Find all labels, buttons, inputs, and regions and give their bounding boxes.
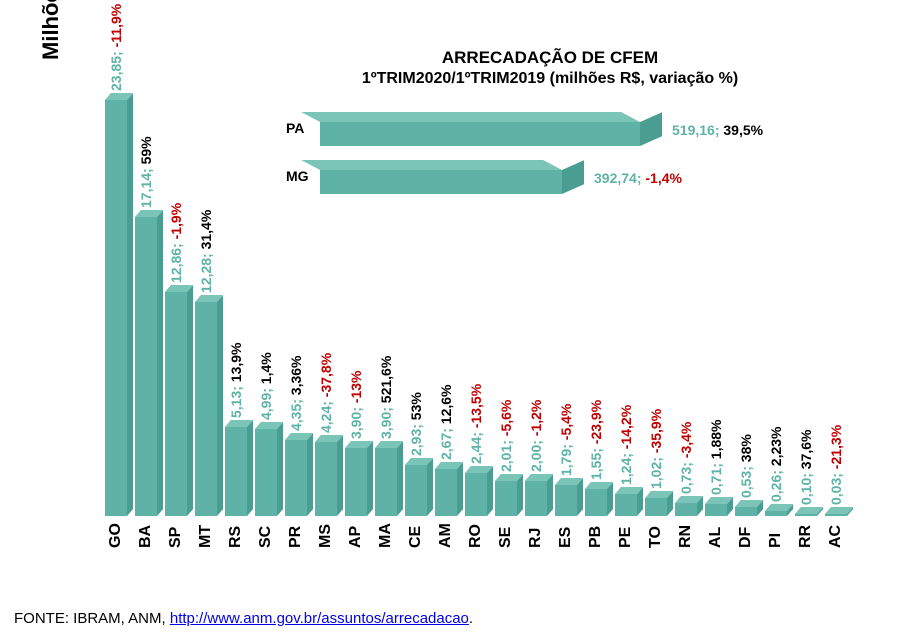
bar-ac bbox=[825, 507, 853, 516]
bar-to bbox=[645, 491, 673, 516]
bar-label-pi: 0,26; 2,23% bbox=[768, 427, 784, 503]
x-label-ap: AP bbox=[347, 526, 365, 548]
bar-label-mt: 12,28; 31,4% bbox=[198, 210, 214, 293]
bar-rr bbox=[795, 507, 823, 516]
bar-ap bbox=[345, 441, 373, 516]
bar-label-df: 0,53; 38% bbox=[738, 434, 754, 498]
source-suffix: . bbox=[469, 610, 473, 627]
x-label-ms: MS bbox=[317, 524, 335, 548]
x-label-mt: MT bbox=[197, 525, 215, 548]
x-label-es: ES bbox=[557, 527, 575, 548]
x-label-ce: CE bbox=[407, 526, 425, 548]
inset-value-pa: 519,16; 39,5% bbox=[672, 122, 763, 138]
bar-label-es: 1,79; -5,4% bbox=[558, 403, 574, 475]
x-label-sp: SP bbox=[167, 527, 185, 548]
bar-label-sp: 12,86; -1,9% bbox=[168, 203, 184, 283]
bar-label-ma: 3,90; 521,6% bbox=[378, 356, 394, 439]
inset-label-mg: MG bbox=[286, 168, 309, 184]
bar-mt bbox=[195, 295, 223, 516]
chart-container: Milhões ARRECADAÇÃO DE CFEM 1ºTRIM2020/1… bbox=[30, 20, 890, 580]
x-label-ro: RO bbox=[467, 524, 485, 548]
bar-ms bbox=[315, 435, 343, 516]
bar-label-ms: 4,24; -37,8% bbox=[318, 353, 334, 433]
bar-label-sc: 4,99; 1,4% bbox=[258, 352, 274, 420]
source-link[interactable]: http://www.anm.gov.br/assuntos/arrecadac… bbox=[170, 610, 469, 627]
bar-label-am: 2,67; 12,6% bbox=[438, 385, 454, 461]
source-prefix: FONTE: IBRAM, ANM, bbox=[14, 610, 170, 627]
bar-ce bbox=[405, 458, 433, 516]
bar-sc bbox=[255, 422, 283, 516]
bar-pr bbox=[285, 433, 313, 516]
x-label-rn: RN bbox=[677, 525, 695, 548]
x-label-al: AL bbox=[707, 527, 725, 548]
inset-chart: PA 519,16; 39,5% MG 392,74; -1,4% bbox=[286, 112, 796, 242]
x-label-df: DF bbox=[737, 527, 755, 548]
bar-pb bbox=[585, 482, 613, 516]
x-label-rr: RR bbox=[797, 525, 815, 548]
bar-label-to: 1,02; -35,9% bbox=[648, 409, 664, 489]
y-axis-label: Milhões bbox=[38, 0, 64, 60]
bar-am bbox=[435, 462, 463, 516]
bar-df bbox=[735, 500, 763, 516]
bar-pe bbox=[615, 487, 643, 516]
bar-sp bbox=[165, 285, 193, 516]
x-label-pb: PB bbox=[587, 526, 605, 548]
bar-label-se: 2,01; -5,6% bbox=[498, 400, 514, 472]
inset-bar-pa bbox=[320, 122, 640, 146]
title-line-1: ARRECADAÇÃO DE CFEM bbox=[290, 48, 810, 68]
bar-label-al: 0,71; 1,88% bbox=[708, 419, 724, 495]
bar-label-pe: 1,24; -14,2% bbox=[618, 405, 634, 485]
inset-bar-mg bbox=[320, 170, 562, 194]
bar-label-ac: 0,03; -21,3% bbox=[828, 425, 844, 505]
bar-label-pr: 4,35; 3,36% bbox=[288, 356, 304, 432]
bar-rn bbox=[675, 496, 703, 516]
bar-label-pb: 1,55; -23,9% bbox=[588, 400, 604, 480]
x-label-pe: PE bbox=[617, 527, 635, 548]
x-label-rj: RJ bbox=[527, 528, 545, 548]
bar-label-ce: 2,93; 53% bbox=[408, 392, 424, 456]
bar-pi bbox=[765, 504, 793, 516]
bar-ba bbox=[135, 210, 163, 516]
x-label-go: GO bbox=[107, 523, 125, 548]
bar-label-rs: 5,13; 13,9% bbox=[228, 342, 244, 418]
x-label-ba: BA bbox=[137, 525, 155, 548]
bar-ma bbox=[375, 441, 403, 516]
bar-label-rn: 0,73; -3,4% bbox=[678, 422, 694, 494]
bar-label-go: 23,85; -11,9% bbox=[108, 4, 124, 91]
bar-rs bbox=[225, 420, 253, 516]
bar-ro bbox=[465, 466, 493, 516]
x-label-ac: AC bbox=[827, 525, 845, 548]
source-text: FONTE: IBRAM, ANM, http://www.anm.gov.br… bbox=[14, 610, 473, 627]
bar-label-ap: 3,90; -13% bbox=[348, 370, 364, 439]
bar-label-ro: 2,44; -13,5% bbox=[468, 384, 484, 464]
bar-label-rr: 0,10; 37,6% bbox=[798, 429, 814, 505]
bar-label-rj: 2,00; -1,2% bbox=[528, 400, 544, 472]
x-label-se: SE bbox=[497, 527, 515, 548]
bar-go bbox=[105, 93, 133, 516]
x-label-sc: SC bbox=[257, 526, 275, 548]
bar-se bbox=[495, 474, 523, 516]
x-label-pr: PR bbox=[287, 526, 305, 548]
bar-al bbox=[705, 497, 733, 516]
bar-rj bbox=[525, 474, 553, 516]
x-label-rs: RS bbox=[227, 526, 245, 548]
inset-label-pa: PA bbox=[286, 120, 304, 136]
bar-es bbox=[555, 478, 583, 516]
bar-label-ba: 17,14; 59% bbox=[138, 136, 154, 208]
x-label-to: TO bbox=[647, 526, 665, 548]
x-label-pi: PI bbox=[767, 533, 785, 548]
x-label-am: AM bbox=[437, 523, 455, 548]
inset-value-mg: 392,74; -1,4% bbox=[594, 170, 682, 186]
x-label-ma: MA bbox=[377, 523, 395, 548]
